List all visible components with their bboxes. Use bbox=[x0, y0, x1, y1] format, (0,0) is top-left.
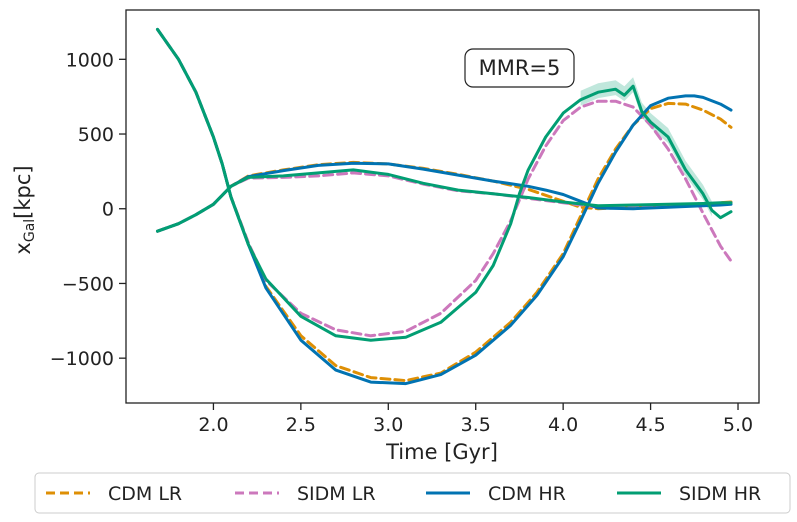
plot-frame bbox=[125, 9, 760, 404]
y-axis-label-sub: Gal bbox=[22, 219, 38, 242]
y-axis-label-unit: [kpc] bbox=[11, 165, 35, 218]
y-tick-label: 1000 bbox=[66, 49, 114, 71]
legend-label-sidm-hr: SIDM HR bbox=[679, 483, 761, 505]
legend-label-cdm-hr: CDM HR bbox=[488, 483, 566, 505]
x-tick-label: 4.0 bbox=[548, 414, 578, 436]
y-tick-label: −500 bbox=[62, 273, 114, 295]
annotation-box bbox=[464, 48, 575, 88]
sidm-hr-line-2 bbox=[156, 168, 733, 233]
y-tick-label: −1000 bbox=[50, 348, 114, 370]
y-axis-label: xGal[kpc] bbox=[11, 165, 38, 254]
x-axis-label: Time [Gyr] bbox=[385, 440, 498, 464]
y-tick-label: 500 bbox=[78, 124, 114, 146]
x-tick-label: 3.5 bbox=[461, 414, 491, 436]
x-tick-label: 3.0 bbox=[373, 414, 403, 436]
legend-label-sidm-lr: SIDM LR bbox=[297, 483, 376, 505]
sidm-hr-uncertainty-band bbox=[580, 77, 712, 217]
y-axis-label-main: x bbox=[11, 242, 35, 254]
y-tick-label: 0 bbox=[102, 199, 114, 221]
x-tick-label: 4.5 bbox=[635, 414, 665, 436]
legend-box bbox=[34, 472, 791, 514]
x-tick-label: 2.5 bbox=[286, 414, 316, 436]
legend-label-cdm-lr: CDM LR bbox=[108, 483, 182, 505]
x-tick-label: 2.0 bbox=[198, 414, 228, 436]
x-tick-label: 5.0 bbox=[723, 414, 753, 436]
sidm-hr-line-1 bbox=[156, 27, 733, 342]
annotation-text: MMR=5 bbox=[479, 56, 561, 80]
